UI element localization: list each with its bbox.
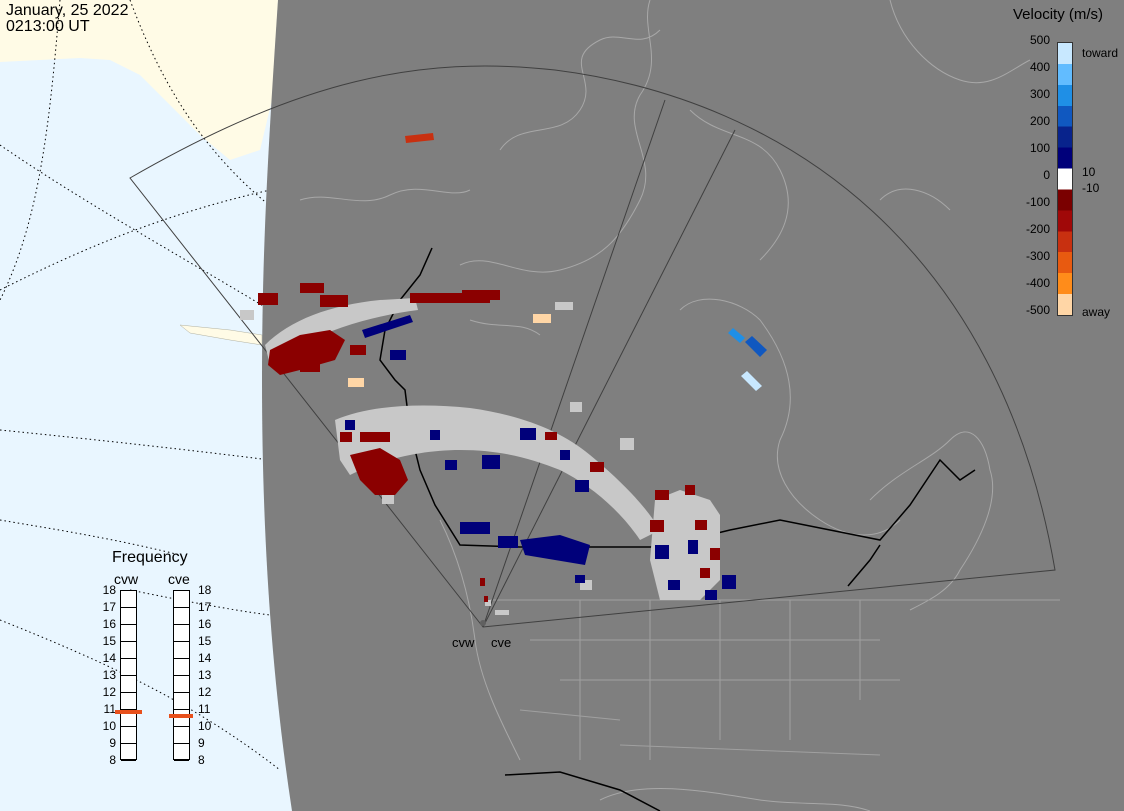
frequency-radar-cve: cve <box>168 571 190 587</box>
land-outside-disk-2 <box>0 18 90 58</box>
frequency-scale-cve <box>173 590 190 761</box>
velocity-colorbar <box>1057 42 1073 316</box>
frequency-tick-label: 16 <box>102 617 116 631</box>
frequency-scale-row <box>174 676 189 693</box>
frequency-tick-label: 10 <box>198 719 212 733</box>
frequency-scale-row <box>174 659 189 676</box>
frequency-tick-label: 14 <box>198 651 212 665</box>
echo-toward-3 <box>741 371 762 391</box>
frequency-scale-row <box>121 659 136 676</box>
echo-away-pale-2 <box>348 378 364 387</box>
graticule-outside <box>0 0 281 771</box>
radar-label-cvw: cvw <box>452 635 475 650</box>
colorbar-tick-label: -400 <box>1025 276 1050 290</box>
map-disk <box>262 0 1124 811</box>
frequency-marker-cvw <box>115 710 142 715</box>
colorbar-tick-label: -10 <box>1082 181 1100 195</box>
frequency-scale-row <box>121 693 136 710</box>
frequency-tick-label: 17 <box>102 600 116 614</box>
colorbar-tick-label: -300 <box>1025 249 1050 263</box>
frequency-scale-row <box>174 710 189 727</box>
frequency-radar-cvw: cvw <box>114 571 139 587</box>
frequency-tick-label: 15 <box>198 634 212 648</box>
frequency-scale-row <box>121 676 136 693</box>
frequency-scale-row <box>121 744 136 761</box>
echo-away-pale-1 <box>533 314 551 323</box>
colorbar-tick-label: -100 <box>1025 195 1050 209</box>
colorbar-away-label: away <box>1082 305 1111 319</box>
frequency-tick-label: 10 <box>102 719 116 733</box>
map-date: January, 25 2022 <box>6 2 129 19</box>
frequency-tick-label: 13 <box>198 668 212 682</box>
colorbar-tick-label: 200 <box>1029 114 1050 128</box>
echo-toward-2 <box>745 336 767 357</box>
colorbar-title: Velocity (m/s) <box>1013 6 1104 23</box>
frequency-scale-row <box>174 608 189 625</box>
colorbar-tick-label: 0 <box>1043 168 1050 182</box>
frequency-marker-cve <box>169 713 193 718</box>
frequency-tick-label: 13 <box>102 668 116 682</box>
radar-site-marker <box>480 620 486 626</box>
velocity-toward-echoes <box>345 315 736 600</box>
frequency-scale-row <box>121 591 136 608</box>
frequency-tick-label: 11 <box>103 702 116 716</box>
frequency-scale-row <box>174 625 189 642</box>
frequency-tick-label: 18 <box>102 583 116 597</box>
frequency-tick-label: 12 <box>198 685 212 699</box>
frequency-tick-label: 8 <box>198 753 205 767</box>
frequency-scale-row <box>121 642 136 659</box>
frequency-scale-row <box>174 727 189 744</box>
colorbar-tick-label: -500 <box>1025 303 1050 317</box>
frequency-scale-row <box>121 625 136 642</box>
colorbar-tick-label: 100 <box>1029 141 1050 155</box>
frequency-scale-row <box>121 710 136 727</box>
aleutian-land <box>179 324 263 346</box>
frequency-tick-label: 9 <box>109 736 116 750</box>
frequency-tick-label: 8 <box>109 753 116 767</box>
state-borders <box>490 599 1060 760</box>
frequency-scale-row <box>174 591 189 608</box>
frequency-scale-row <box>121 608 136 625</box>
frequency-tick-label: 18 <box>198 583 212 597</box>
colorbar-tick-label: -200 <box>1025 222 1050 236</box>
frequency-scale-cvw <box>120 590 137 761</box>
frequency-tick-label: 15 <box>102 634 116 648</box>
international-border <box>379 247 976 811</box>
frequency-tick-label: 14 <box>102 651 116 665</box>
frequency-tick-label: 17 <box>198 600 212 614</box>
colorbar-tick-label: 400 <box>1029 60 1050 74</box>
frequency-tick-label: 11 <box>198 702 211 716</box>
frequency-tick-label: 12 <box>102 685 116 699</box>
radar-label-cve: cve <box>491 635 512 650</box>
echo-red-north <box>405 133 434 143</box>
colorbar-tick-label: 300 <box>1029 87 1050 101</box>
frequency-tick-label: 9 <box>198 736 205 750</box>
frequency-scale-row <box>121 727 136 744</box>
velocity-away-echoes <box>258 283 720 602</box>
frequency-scale-row <box>174 744 189 761</box>
frequency-scale-row <box>174 693 189 710</box>
frequency-tick-label: 16 <box>198 617 212 631</box>
colorbar-toward-label: toward <box>1082 46 1119 60</box>
coastlines <box>299 0 1031 811</box>
frequency-scale-row <box>174 642 189 659</box>
echo-toward-1 <box>728 328 745 343</box>
colorbar-tick-label: 500 <box>1029 33 1050 47</box>
frequency-title: Frequency <box>112 549 188 566</box>
colorbar-tick-label: 10 <box>1082 165 1096 179</box>
map-time: 0213:00 UT <box>6 18 90 35</box>
